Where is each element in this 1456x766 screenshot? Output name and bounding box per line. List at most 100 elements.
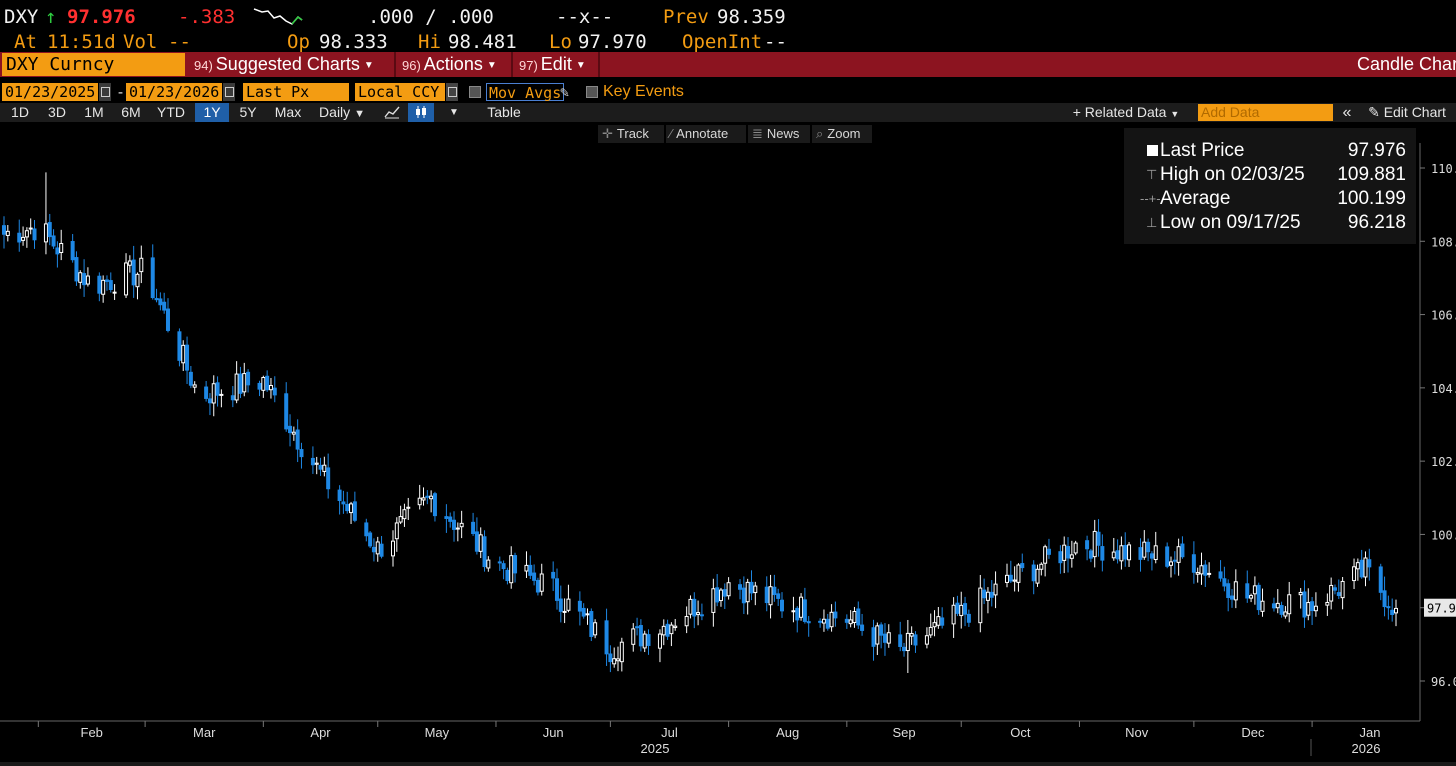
candle: [1085, 535, 1090, 561]
annotate-tool[interactable]: ∕ Annotate: [666, 125, 746, 143]
period-3d[interactable]: 3D: [48, 104, 66, 120]
edit-chart-button[interactable]: ✎ Edit Chart: [1362, 103, 1452, 122]
mov-avgs-checkbox[interactable]: [469, 86, 481, 98]
zoom-tool[interactable]: ⌕ Zoom: [812, 125, 872, 143]
candle-body: [715, 587, 720, 603]
candle: [288, 414, 293, 447]
candle-body: [1332, 587, 1337, 591]
candle: [28, 218, 33, 235]
candle-body: [513, 555, 518, 574]
candle-body: [47, 222, 52, 238]
suggested-charts-menu[interactable]: 94) Suggested Charts ▼: [194, 52, 374, 77]
candle-body: [265, 375, 270, 391]
currency-select[interactable]: Local CCY: [355, 83, 445, 101]
frequency-select[interactable]: Daily ▼: [312, 103, 372, 122]
security-input[interactable]: DXY Curncy: [2, 53, 185, 76]
candle: [1332, 584, 1337, 595]
candle: [5, 225, 10, 242]
calendar-icon[interactable]: [99, 83, 111, 101]
candle-body: [299, 449, 304, 458]
track-tool[interactable]: ✛ Track: [598, 125, 664, 143]
candle-body: [452, 519, 457, 530]
key-events-checkbox[interactable]: [586, 86, 598, 98]
end-date-input[interactable]: 01/23/2026: [126, 83, 222, 101]
mov-avgs-label[interactable]: Mov Avgs: [486, 83, 565, 102]
candle: [1226, 579, 1231, 612]
candle-body: [665, 623, 670, 637]
candle-body: [753, 585, 758, 594]
candle: [127, 255, 132, 273]
actions-menu[interactable]: 96) Actions ▼: [402, 52, 497, 77]
candle-chart[interactable]: 96.0 97.9 100.0 102.0 104.0 106.0 108.0 110.0 F…: [0, 143, 1456, 762]
candle-body: [181, 344, 186, 364]
field-select[interactable]: Last Px: [243, 83, 349, 101]
edit-menu[interactable]: 97) Edit ▼: [519, 52, 586, 77]
period-1y[interactable]: 1Y: [195, 103, 229, 122]
candle-body: [1207, 572, 1212, 575]
candle-body: [619, 641, 624, 663]
candle: [604, 608, 609, 666]
line-chart-icon[interactable]: [378, 103, 406, 122]
legend-name: Average: [1160, 188, 1231, 209]
candle: [745, 578, 750, 615]
candle-body: [341, 501, 346, 505]
table-button[interactable]: Table: [487, 104, 521, 120]
candle-body: [1088, 550, 1093, 559]
candle: [1245, 570, 1250, 603]
dropdown-icon[interactable]: [446, 83, 458, 101]
candle-body: [745, 581, 750, 603]
start-date-input[interactable]: 01/23/2025: [2, 83, 98, 101]
candle-body: [501, 563, 506, 570]
x-tick-label: Nov: [1125, 725, 1149, 740]
candle: [1394, 599, 1398, 627]
candle-body: [204, 386, 209, 399]
candle-body: [444, 516, 449, 519]
candle: [562, 598, 567, 624]
candle: [577, 591, 582, 626]
candle: [539, 563, 544, 596]
candle: [779, 592, 784, 618]
candle: [501, 560, 506, 580]
candle: [936, 606, 941, 629]
calendar-icon[interactable]: [223, 83, 235, 101]
candle-body: [1352, 566, 1357, 582]
candle-body: [772, 586, 777, 596]
candle: [1207, 562, 1212, 578]
period-ytd[interactable]: YTD: [157, 104, 185, 120]
candle: [673, 618, 678, 631]
period-1m[interactable]: 1M: [84, 104, 104, 120]
period-5y[interactable]: 5Y: [239, 104, 257, 120]
candle-body: [1222, 578, 1227, 587]
candle-body: [879, 624, 884, 636]
candle-body: [322, 464, 327, 472]
chart-type-label[interactable]: Candle Char: [1357, 54, 1456, 74]
period-6m[interactable]: 6M: [121, 104, 141, 120]
news-tool[interactable]: ≣ News: [748, 125, 810, 143]
candle: [268, 377, 273, 399]
candle-body: [524, 564, 529, 572]
related-data-menu[interactable]: + Related Data ▼: [1062, 103, 1190, 122]
candle: [97, 272, 102, 302]
candle: [154, 288, 159, 303]
candle-chart-icon[interactable]: [408, 103, 434, 122]
candle-body: [85, 275, 90, 285]
candle: [848, 610, 853, 628]
pencil-icon[interactable]: ✎: [560, 83, 570, 101]
candle: [1069, 540, 1074, 568]
collapse-icon[interactable]: «: [1342, 104, 1352, 121]
add-data-input[interactable]: Add Data: [1198, 104, 1333, 121]
candle: [322, 456, 327, 477]
candle: [924, 627, 929, 649]
up-arrow-icon: ↑: [45, 6, 57, 28]
period-max[interactable]: Max: [274, 104, 302, 120]
candle-body: [1378, 566, 1383, 593]
period-1d[interactable]: 1D: [11, 104, 29, 120]
chart-style-dropdown-icon[interactable]: ▼: [449, 107, 459, 118]
candle-body: [535, 579, 540, 593]
candle: [554, 568, 559, 610]
key-events-label[interactable]: Key Events: [603, 83, 684, 100]
candle-body: [406, 506, 411, 509]
candle-body: [604, 620, 609, 655]
candle: [772, 574, 777, 602]
candle-body: [1035, 568, 1040, 584]
